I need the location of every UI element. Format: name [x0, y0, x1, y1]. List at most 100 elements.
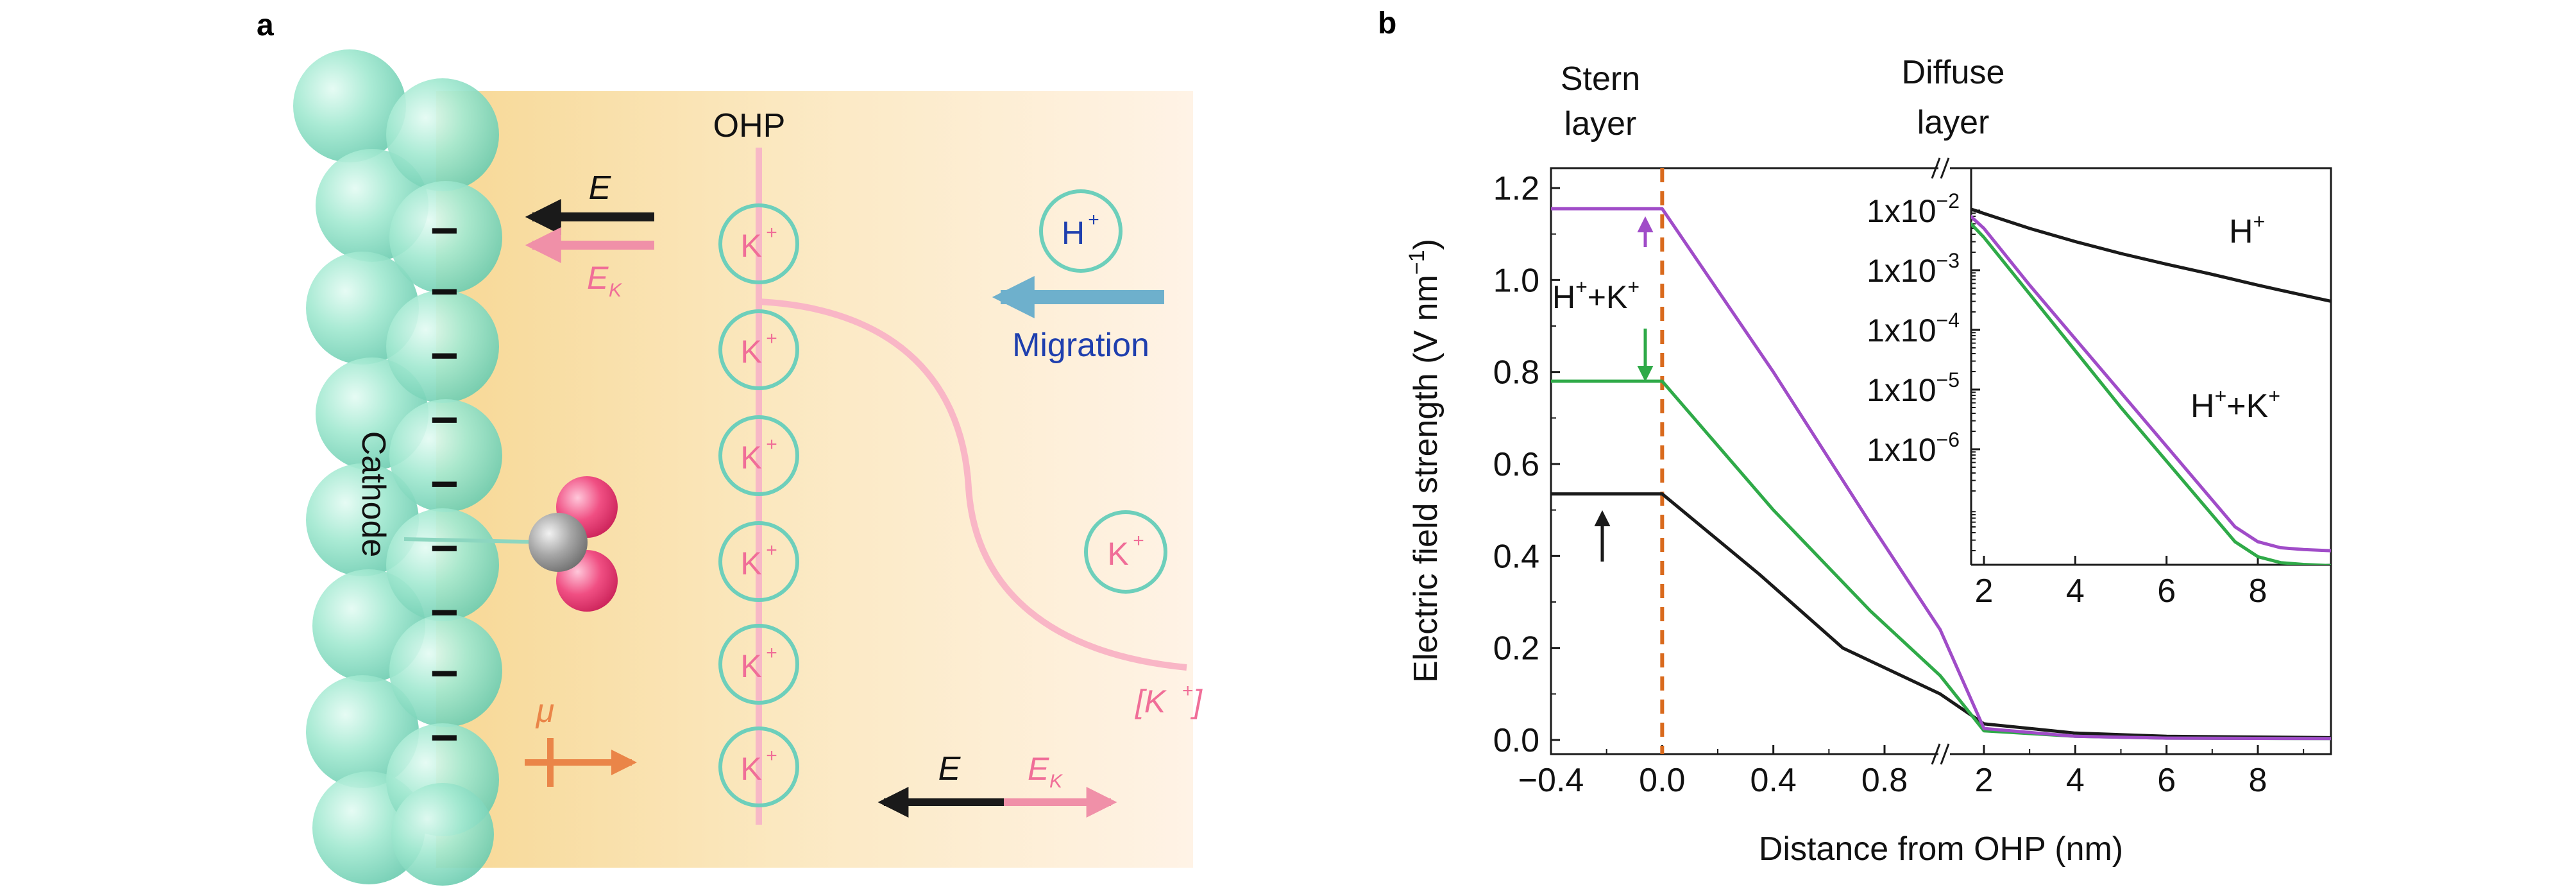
negative-charge: − — [430, 329, 459, 383]
diffuse-layer-label-2: layer — [1917, 104, 1990, 141]
k-ion-shell — [718, 309, 799, 390]
carbon-atom — [529, 513, 588, 572]
field-label-ek: E K — [587, 260, 623, 301]
field-label-e: E — [589, 169, 612, 207]
axis-break-mark — [1940, 157, 1950, 179]
stern-layer-label-1: Stern — [1561, 60, 1640, 98]
cathode-label: Cathode — [355, 431, 392, 558]
k-ion-charge: + — [766, 328, 777, 349]
inset-x-tick-label: 2 — [1975, 572, 1994, 610]
negative-charge: − — [430, 203, 459, 258]
k-ion-symbol: K — [740, 334, 761, 370]
inset-x-tick-label: 8 — [2249, 572, 2267, 610]
k-ion-shell — [718, 726, 799, 807]
negative-charge: − — [430, 264, 459, 319]
k-ion-charge: + — [766, 745, 777, 766]
migration-label: Migration — [1012, 327, 1149, 364]
cathode-atom — [386, 508, 499, 621]
hk-annotation-text: H++K+ — [1552, 275, 1640, 315]
y-tick-label: 1.2 — [1493, 170, 1539, 207]
inset-label-h-sup: + — [2253, 210, 2266, 233]
k-ion-symbol: K — [740, 648, 761, 684]
cathode-atom — [391, 783, 494, 886]
hk-h: H — [1552, 279, 1575, 315]
inset-label-h: H+ — [2229, 210, 2265, 250]
x-tick-label: 6 — [2157, 762, 2176, 799]
inset-label-hk: H++K+ — [2190, 384, 2280, 425]
hk-k: K — [1606, 279, 1627, 315]
h-ion: H + — [1039, 189, 1123, 273]
h-ion-charge: + — [1088, 209, 1099, 230]
cathode-atom — [386, 78, 499, 191]
y-tick-label: 1.0 — [1493, 262, 1539, 299]
bottom-field-label-ek: E K — [1028, 751, 1063, 792]
hk-annotation: H++K+ — [1552, 216, 1654, 562]
k-ion-symbol: K — [740, 228, 761, 264]
x-tick-label: 4 — [2066, 762, 2085, 799]
bottom-field-label-ek-sub: K — [1049, 771, 1063, 792]
k-ion-shell — [718, 521, 799, 602]
k-ion-symbol: K — [740, 440, 761, 476]
k-ion-charge: + — [1133, 530, 1144, 551]
x-tick-label: 0.4 — [1750, 762, 1797, 799]
y-tick-label: 0.4 — [1493, 538, 1539, 575]
y-tick-label: 0.8 — [1493, 354, 1539, 391]
inset-y-tick-mantissa: 1x10 — [1867, 432, 1936, 468]
inset-x-tick-label: 4 — [2066, 572, 2085, 610]
k-ion: K + — [718, 726, 799, 807]
inset-label-h-text: H — [2229, 213, 2253, 250]
inset-y-tick-label: 1x10−3 — [1867, 249, 1960, 289]
inset-label-hk-sup2: + — [2268, 384, 2280, 408]
main-chart: 0.00.20.40.60.81.01.2−0.4 0.0 0.4 0.8 2 4 6 8 — [1493, 155, 2332, 799]
y-tick-label: 0.0 — [1493, 722, 1539, 759]
negative-charge: − — [430, 585, 459, 640]
panel-a: a Cathode − − − − − — [257, 8, 1203, 886]
inset-y-tick-exponent: −5 — [1936, 368, 1960, 391]
bottom-field-label-e: E — [938, 750, 962, 787]
k-ion: K + — [718, 624, 799, 705]
cathode-atom — [389, 181, 502, 294]
k-ion: K + — [718, 415, 799, 496]
negative-charge: − — [430, 521, 459, 576]
negative-charge: − — [430, 710, 459, 765]
inset-series-line — [1971, 207, 2331, 303]
cathode-atom — [293, 49, 406, 162]
diffuse-k-ion: K + — [1084, 510, 1167, 594]
y-tick-label: 0.2 — [1493, 630, 1539, 667]
stern-layer-label-2: layer — [1564, 105, 1637, 142]
inset-y-tick-exponent: −3 — [1936, 249, 1960, 272]
x-tick-label: 0.0 — [1639, 762, 1685, 799]
negative-charge: − — [430, 646, 459, 701]
inset-y-tick-label: 1x10−4 — [1867, 309, 1960, 348]
ohp-label: OHP — [713, 107, 786, 144]
k-concentration-label: [K + ] — [1135, 680, 1203, 719]
inset-y-tick-exponent: −4 — [1936, 309, 1960, 332]
bottom-field-label-ek-main: E — [1028, 751, 1049, 787]
panel-b: b Stern layer Diffuse layer Electric fie… — [1378, 6, 2332, 868]
k-concentration-charge: + — [1182, 680, 1194, 701]
k-ion-charge: + — [766, 642, 777, 664]
hk-plus: + — [1588, 279, 1606, 315]
h-ion-shell — [1039, 189, 1123, 273]
adsorbed-co2-molecule — [403, 476, 618, 612]
inset-y-tick-label: 1x10−2 — [1867, 189, 1960, 229]
x-tick-label: 8 — [2249, 762, 2267, 799]
series-line — [1551, 207, 2331, 741]
x-tick-label: 2 — [1975, 762, 1994, 799]
inset-y-tick-mantissa: 1x10 — [1867, 313, 1936, 348]
x-axis-label: Distance from OHP (nm) — [1759, 830, 2123, 868]
axis-break-mark — [1931, 157, 1941, 179]
cathode-atom — [389, 399, 502, 512]
k-ion-symbol: K — [740, 546, 761, 581]
k-ion: K + — [718, 309, 799, 390]
k-concentration-curve — [758, 298, 1187, 671]
inset-label-hk-k: K — [2246, 388, 2269, 425]
panel-a-label: a — [257, 8, 274, 42]
inset-series-line — [1971, 214, 2331, 553]
y-axis-label-close: ) — [1407, 239, 1445, 250]
surface-charges: − − − − − − − − − — [430, 203, 459, 765]
k-concentration-close: ] — [1190, 683, 1203, 719]
cathode-atom — [386, 290, 499, 403]
